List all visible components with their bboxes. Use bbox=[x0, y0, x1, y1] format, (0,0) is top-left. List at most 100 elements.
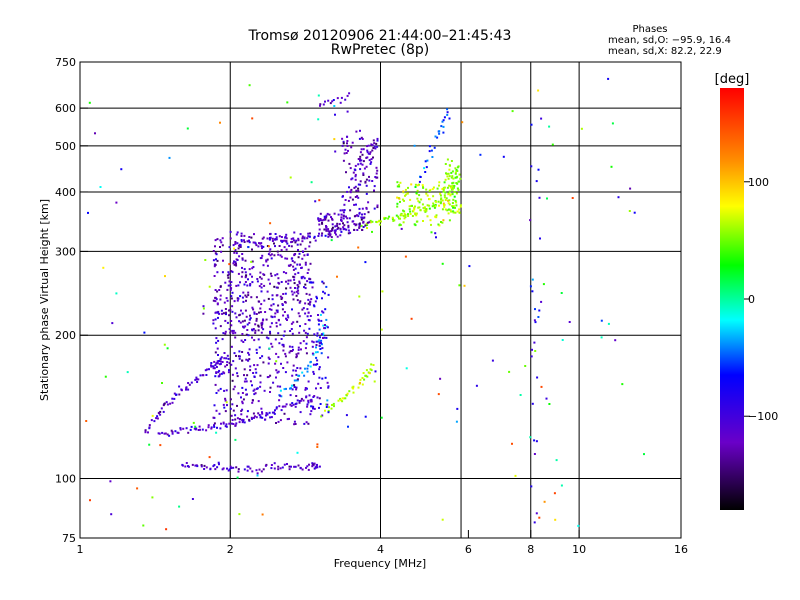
data-point bbox=[202, 305, 205, 308]
data-point bbox=[244, 271, 247, 274]
data-point bbox=[259, 271, 262, 274]
data-point bbox=[230, 297, 233, 300]
data-point bbox=[228, 369, 230, 372]
data-point bbox=[340, 218, 343, 221]
data-point bbox=[289, 403, 292, 406]
data-point bbox=[339, 399, 342, 402]
data-point bbox=[191, 498, 194, 500]
data-point bbox=[383, 218, 386, 220]
data-point bbox=[236, 242, 239, 245]
data-point bbox=[448, 199, 451, 202]
data-point bbox=[305, 466, 307, 469]
data-point bbox=[290, 241, 293, 244]
data-point bbox=[185, 462, 188, 464]
data-point bbox=[282, 314, 285, 317]
data-point bbox=[339, 227, 342, 230]
data-point bbox=[433, 146, 436, 149]
data-point bbox=[234, 336, 237, 339]
data-point bbox=[451, 188, 454, 191]
data-point bbox=[252, 372, 255, 374]
data-point bbox=[297, 237, 300, 240]
data-point bbox=[230, 467, 233, 470]
data-point bbox=[306, 308, 309, 311]
data-point bbox=[280, 236, 283, 238]
data-point bbox=[320, 352, 323, 355]
data-point bbox=[617, 196, 620, 199]
data-point bbox=[359, 168, 362, 171]
data-point bbox=[359, 129, 361, 132]
data-point bbox=[321, 310, 324, 313]
data-point bbox=[317, 340, 320, 343]
data-point bbox=[350, 188, 353, 191]
data-point bbox=[430, 149, 433, 152]
data-point bbox=[257, 400, 260, 403]
data-point bbox=[217, 339, 220, 342]
data-point bbox=[442, 131, 445, 134]
y-tick-label: 300 bbox=[55, 245, 76, 258]
data-point bbox=[344, 199, 347, 201]
data-point bbox=[306, 465, 309, 468]
data-point bbox=[398, 185, 401, 188]
data-point bbox=[327, 219, 330, 222]
data-point bbox=[269, 236, 272, 239]
data-point bbox=[330, 230, 333, 233]
data-point bbox=[148, 443, 151, 446]
data-point bbox=[257, 300, 260, 303]
data-point bbox=[284, 292, 287, 295]
data-point bbox=[356, 229, 359, 231]
data-point bbox=[234, 241, 237, 243]
data-point bbox=[333, 229, 336, 232]
data-point bbox=[448, 203, 451, 206]
data-point bbox=[357, 158, 360, 160]
data-point bbox=[366, 151, 369, 154]
data-point bbox=[307, 380, 310, 383]
data-point bbox=[278, 399, 281, 402]
data-point bbox=[610, 165, 613, 168]
data-point bbox=[321, 280, 324, 283]
data-point bbox=[313, 462, 316, 465]
data-point bbox=[314, 300, 317, 303]
data-point bbox=[301, 250, 304, 253]
data-point bbox=[315, 344, 318, 346]
data-point bbox=[236, 417, 239, 420]
data-point bbox=[457, 180, 460, 183]
data-point bbox=[260, 331, 263, 334]
data-point bbox=[290, 257, 293, 260]
data-point bbox=[238, 355, 241, 358]
data-point bbox=[370, 143, 373, 146]
data-point bbox=[210, 364, 212, 367]
y-axis-label: Stationary phase Virtual Height [km] bbox=[38, 199, 51, 401]
data-point bbox=[424, 160, 427, 163]
data-point bbox=[305, 395, 308, 398]
data-point bbox=[314, 466, 317, 469]
data-point bbox=[262, 236, 265, 239]
data-point bbox=[318, 366, 321, 369]
data-point bbox=[298, 252, 301, 255]
data-point bbox=[375, 142, 378, 145]
data-point bbox=[241, 320, 244, 323]
data-point bbox=[436, 136, 439, 139]
data-point bbox=[275, 407, 278, 410]
data-point bbox=[217, 461, 220, 464]
data-point bbox=[299, 399, 302, 402]
data-point bbox=[450, 160, 453, 162]
data-point bbox=[414, 213, 417, 216]
data-point bbox=[250, 416, 253, 419]
data-point bbox=[239, 246, 242, 248]
data-point bbox=[235, 316, 238, 319]
colorbar-tick-label: 100 bbox=[748, 176, 769, 189]
data-point bbox=[447, 177, 450, 180]
data-point bbox=[303, 329, 306, 332]
data-point bbox=[290, 290, 293, 293]
data-point bbox=[260, 286, 263, 289]
data-point bbox=[293, 420, 296, 423]
data-point bbox=[228, 280, 231, 283]
data-point bbox=[444, 191, 447, 194]
data-point bbox=[235, 264, 238, 267]
data-point bbox=[168, 434, 171, 437]
data-point bbox=[376, 176, 379, 179]
data-point bbox=[186, 127, 189, 130]
data-point bbox=[277, 420, 280, 423]
data-point bbox=[255, 416, 258, 419]
data-point bbox=[303, 422, 306, 425]
